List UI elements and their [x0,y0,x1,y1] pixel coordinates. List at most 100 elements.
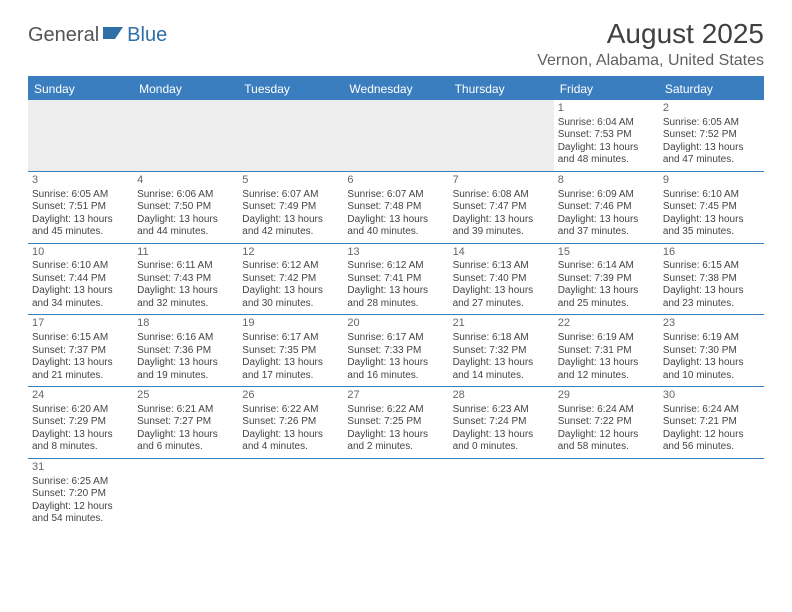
sunrise-text: Sunrise: 6:07 AM [347,189,444,202]
daylight-text: and 45 minutes. [32,226,129,239]
day-number: 10 [32,246,129,260]
sunset-text: Sunset: 7:44 PM [32,273,129,286]
sunrise-text: Sunrise: 6:15 AM [663,260,760,273]
logo-text-blue: Blue [127,24,167,47]
day-number: 15 [558,246,655,260]
daylight-text: Daylight: 13 hours [453,357,550,370]
daylight-text: Daylight: 13 hours [347,357,444,370]
day-number: 21 [453,317,550,331]
day-number: 24 [32,389,129,403]
calendar-row: 10Sunrise: 6:10 AMSunset: 7:44 PM Dayligh… [28,244,764,316]
sunrise-text: Sunrise: 6:09 AM [558,189,655,202]
sunset-text: Sunset: 7:29 PM [32,416,129,429]
sunrise-text: Sunrise: 6:25 AM [32,476,129,489]
daylight-text: and 54 minutes. [32,513,129,526]
daylight-text: and 14 minutes. [453,370,550,383]
weekday-header: Saturday [659,78,764,100]
sunrise-text: Sunrise: 6:05 AM [663,117,760,130]
sunset-text: Sunset: 7:40 PM [453,273,550,286]
sunset-text: Sunset: 7:32 PM [453,345,550,358]
weekday-header: Thursday [449,78,554,100]
calendar-cell-empty [343,100,448,171]
daylight-text: Daylight: 12 hours [558,429,655,442]
calendar-body: 1Sunrise: 6:04 AMSunset: 7:53 PMDaylight… [28,100,764,530]
sunrise-text: Sunrise: 6:18 AM [453,332,550,345]
calendar-row: 1Sunrise: 6:04 AMSunset: 7:53 PMDaylight… [28,100,764,172]
daylight-text: and 16 minutes. [347,370,444,383]
day-number: 30 [663,389,760,403]
sunrise-text: Sunrise: 6:15 AM [32,332,129,345]
daylight-text: Daylight: 13 hours [137,285,234,298]
calendar-cell: 8Sunrise: 6:09 AMSunset: 7:46 PMDaylight… [554,172,659,243]
calendar-cell: 13Sunrise: 6:12 AMSunset: 7:41 PMDayligh… [343,244,448,315]
daylight-text: Daylight: 13 hours [663,142,760,155]
sunrise-text: Sunrise: 6:11 AM [137,260,234,273]
daylight-text: and 34 minutes. [32,298,129,311]
location-text: Vernon, Alabama, United States [537,52,764,70]
daylight-text: and 25 minutes. [558,298,655,311]
calendar-cell-empty [449,459,554,530]
calendar-cell: 28Sunrise: 6:23 AMSunset: 7:24 PMDayligh… [449,387,554,458]
calendar-cell: 5Sunrise: 6:07 AMSunset: 7:49 PMDaylight… [238,172,343,243]
calendar-cell: 26Sunrise: 6:22 AMSunset: 7:26 PMDayligh… [238,387,343,458]
day-number: 8 [558,174,655,188]
daylight-text: Daylight: 13 hours [242,357,339,370]
calendar-cell: 17Sunrise: 6:15 AMSunset: 7:37 PMDayligh… [28,315,133,386]
calendar-cell: 29Sunrise: 6:24 AMSunset: 7:22 PMDayligh… [554,387,659,458]
sunset-text: Sunset: 7:42 PM [242,273,339,286]
daylight-text: and 35 minutes. [663,226,760,239]
calendar-cell: 2Sunrise: 6:05 AMSunset: 7:52 PMDaylight… [659,100,764,171]
sunset-text: Sunset: 7:43 PM [137,273,234,286]
weekday-header: Monday [133,78,238,100]
calendar-cell: 30Sunrise: 6:24 AMSunset: 7:21 PMDayligh… [659,387,764,458]
weekday-header: Wednesday [343,78,448,100]
daylight-text: Daylight: 13 hours [663,214,760,227]
sunrise-text: Sunrise: 6:22 AM [242,404,339,417]
daylight-text: Daylight: 13 hours [558,142,655,155]
sunset-text: Sunset: 7:33 PM [347,345,444,358]
daylight-text: Daylight: 13 hours [347,285,444,298]
sunset-text: Sunset: 7:46 PM [558,201,655,214]
calendar-cell: 16Sunrise: 6:15 AMSunset: 7:38 PMDayligh… [659,244,764,315]
day-number: 11 [137,246,234,260]
daylight-text: Daylight: 13 hours [453,214,550,227]
calendar-cell-empty [238,459,343,530]
day-number: 6 [347,174,444,188]
sunset-text: Sunset: 7:35 PM [242,345,339,358]
sunset-text: Sunset: 7:27 PM [137,416,234,429]
sunset-text: Sunset: 7:22 PM [558,416,655,429]
sunrise-text: Sunrise: 6:16 AM [137,332,234,345]
calendar-cell: 22Sunrise: 6:19 AMSunset: 7:31 PMDayligh… [554,315,659,386]
daylight-text: and 42 minutes. [242,226,339,239]
calendar-cell: 6Sunrise: 6:07 AMSunset: 7:48 PMDaylight… [343,172,448,243]
daylight-text: and 47 minutes. [663,154,760,167]
calendar-cell: 18Sunrise: 6:16 AMSunset: 7:36 PMDayligh… [133,315,238,386]
sunrise-text: Sunrise: 6:21 AM [137,404,234,417]
sunrise-text: Sunrise: 6:10 AM [32,260,129,273]
daylight-text: and 6 minutes. [137,441,234,454]
sunrise-text: Sunrise: 6:04 AM [558,117,655,130]
calendar-row: 17Sunrise: 6:15 AMSunset: 7:37 PMDayligh… [28,315,764,387]
day-number: 19 [242,317,339,331]
calendar-cell: 24Sunrise: 6:20 AMSunset: 7:29 PMDayligh… [28,387,133,458]
daylight-text: Daylight: 13 hours [347,429,444,442]
daylight-text: Daylight: 13 hours [558,357,655,370]
sunrise-text: Sunrise: 6:08 AM [453,189,550,202]
daylight-text: Daylight: 13 hours [137,357,234,370]
daylight-text: and 39 minutes. [453,226,550,239]
calendar-cell: 15Sunrise: 6:14 AMSunset: 7:39 PMDayligh… [554,244,659,315]
day-number: 25 [137,389,234,403]
day-number: 22 [558,317,655,331]
daylight-text: and 44 minutes. [137,226,234,239]
calendar-cell-empty [133,100,238,171]
calendar-cell-empty [238,100,343,171]
day-number: 29 [558,389,655,403]
sunrise-text: Sunrise: 6:17 AM [242,332,339,345]
page: General Blue August 2025 Vernon, Alabama… [0,0,792,540]
sunrise-text: Sunrise: 6:12 AM [347,260,444,273]
calendar-cell: 7Sunrise: 6:08 AMSunset: 7:47 PMDaylight… [449,172,554,243]
daylight-text: Daylight: 13 hours [137,214,234,227]
header-row: General Blue August 2025 Vernon, Alabama… [28,18,764,70]
day-number: 26 [242,389,339,403]
sunset-text: Sunset: 7:53 PM [558,129,655,142]
